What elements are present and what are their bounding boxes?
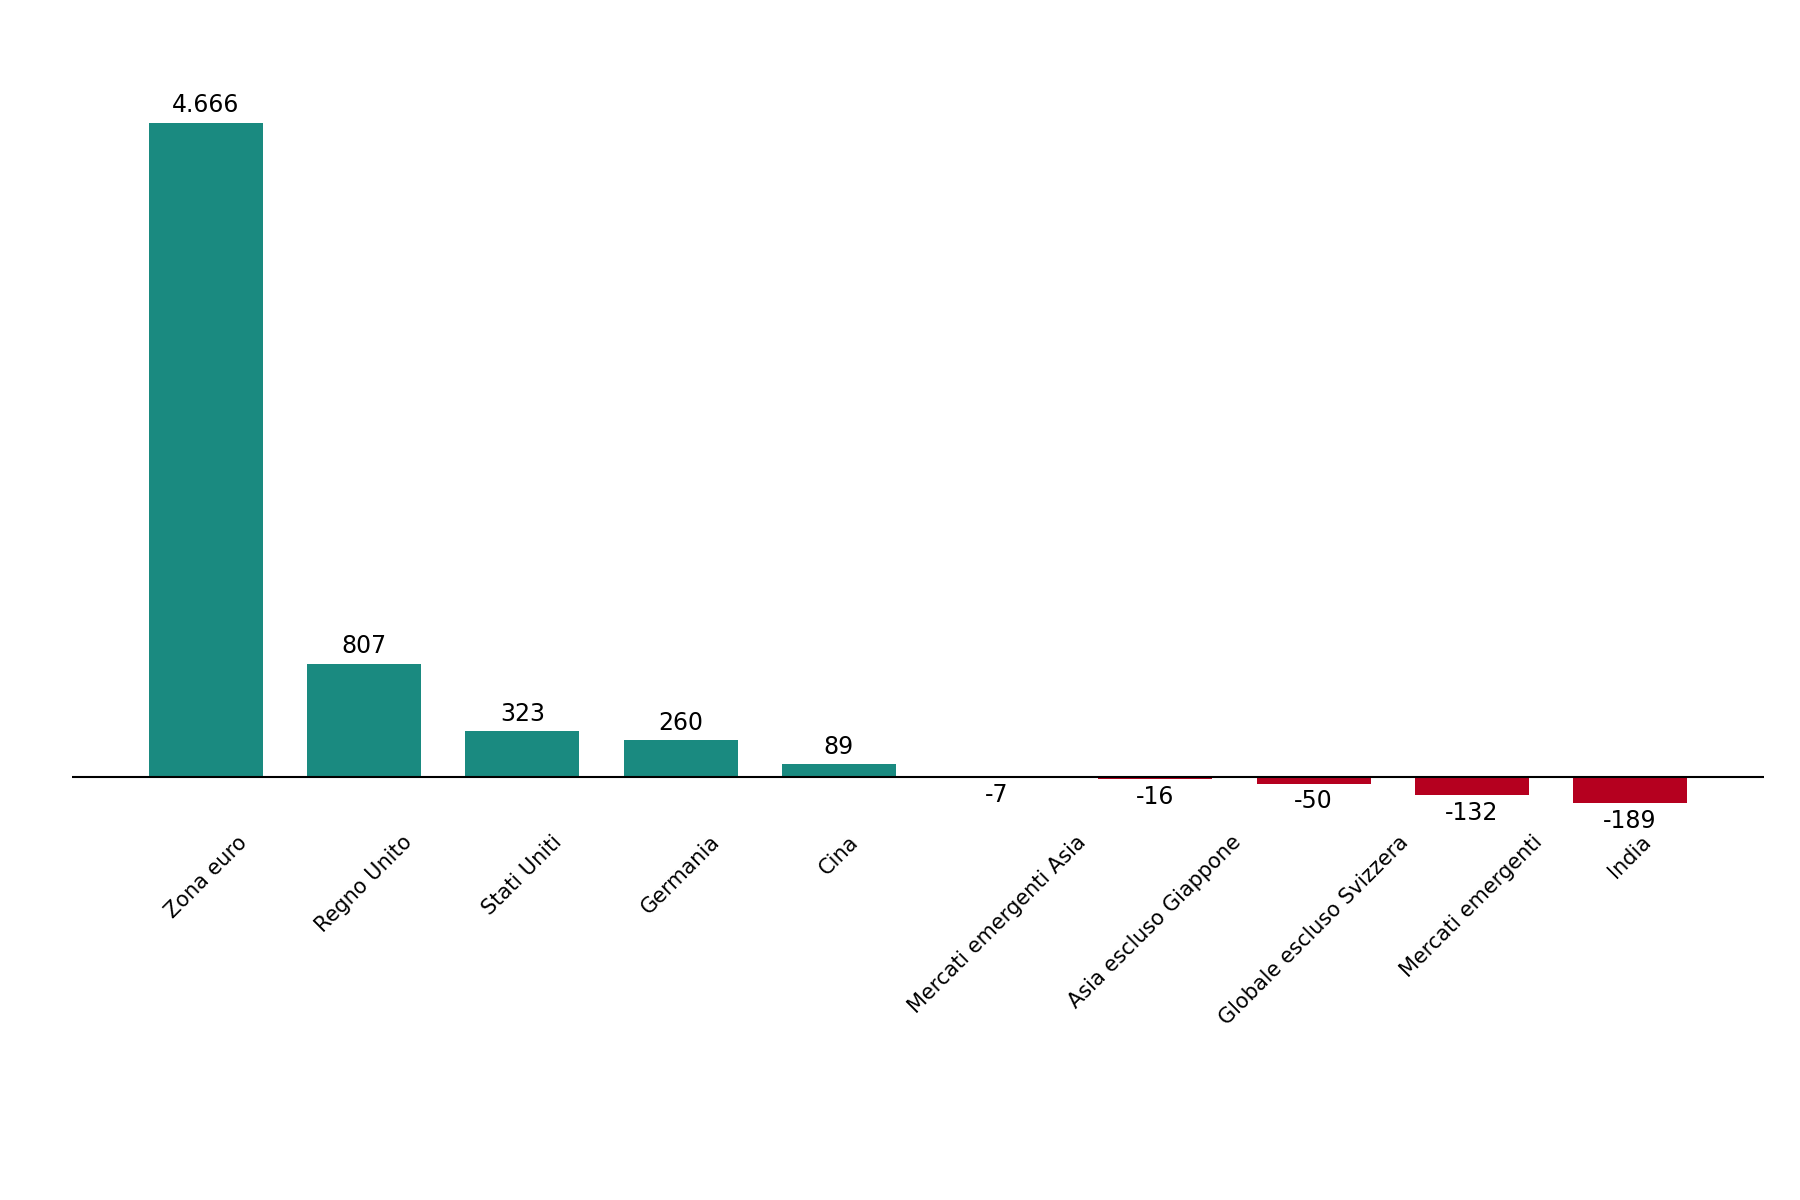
Text: -16: -16 (1136, 785, 1175, 809)
Bar (1256, 776, 1370, 784)
Text: -50: -50 (1294, 790, 1334, 814)
Text: -189: -189 (1604, 809, 1656, 833)
Bar (149, 122, 263, 776)
Bar (781, 764, 896, 776)
Bar (1098, 776, 1213, 779)
Text: 4.666: 4.666 (173, 94, 239, 118)
Bar (623, 740, 738, 776)
Bar (1415, 776, 1528, 796)
Text: 323: 323 (500, 702, 545, 726)
Text: 807: 807 (342, 634, 387, 658)
Text: -132: -132 (1445, 800, 1499, 824)
Text: 89: 89 (824, 734, 853, 758)
Bar (1573, 776, 1687, 803)
Bar (466, 732, 580, 776)
Text: -7: -7 (985, 784, 1008, 808)
Text: 260: 260 (659, 710, 704, 734)
Bar (308, 664, 421, 776)
